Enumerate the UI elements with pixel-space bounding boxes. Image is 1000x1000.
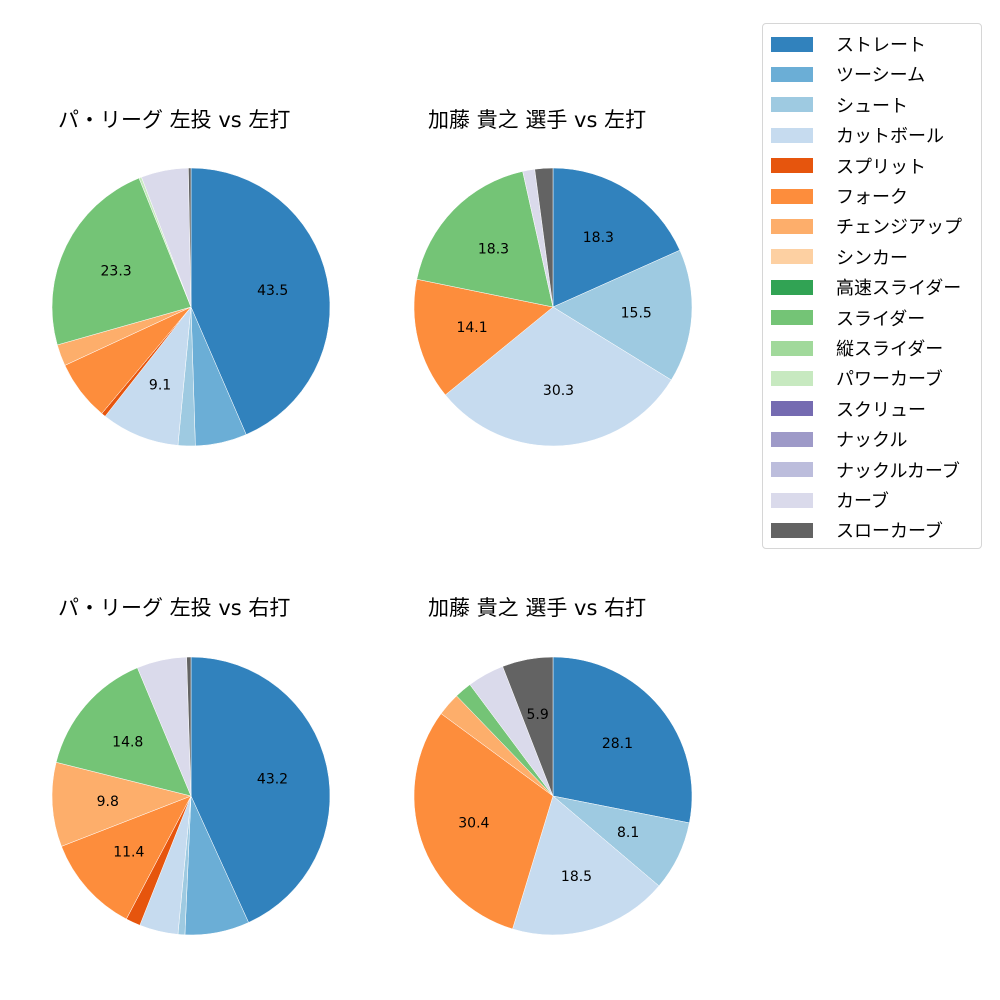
legend-item: カットボール bbox=[771, 124, 944, 148]
pie-slice bbox=[190, 167, 331, 435]
legend-swatch bbox=[771, 431, 813, 447]
legend-swatch bbox=[771, 340, 813, 356]
slice-value-label: 28.1 bbox=[602, 736, 633, 752]
legend-label: カーブ bbox=[836, 491, 889, 512]
pie-slice bbox=[61, 795, 192, 920]
pie-slice bbox=[413, 713, 554, 930]
legend-swatch bbox=[771, 127, 813, 143]
legend-swatch bbox=[771, 158, 813, 174]
legend-swatch bbox=[771, 492, 813, 508]
pie-slice bbox=[51, 761, 192, 847]
legend-label: スローカーブ bbox=[836, 521, 943, 543]
chart-title: パ・リーグ 左投 vs 右打 bbox=[58, 596, 291, 620]
legend-item: ツーシーム bbox=[771, 63, 926, 87]
pie-slice bbox=[552, 656, 693, 824]
legend-label: スクリュー bbox=[836, 399, 926, 421]
legend-swatch bbox=[771, 249, 813, 265]
pie-slice bbox=[444, 306, 672, 447]
legend-label: カットボール bbox=[836, 126, 944, 148]
pie-slice bbox=[104, 306, 192, 446]
legend-swatch bbox=[771, 188, 813, 204]
slice-value-label: 23.3 bbox=[101, 263, 132, 279]
legend-swatch bbox=[771, 36, 813, 52]
pie-slice bbox=[416, 171, 554, 308]
legend-label: チェンジアップ bbox=[836, 217, 962, 239]
slice-value-label: 18.5 bbox=[561, 869, 592, 885]
legend-swatch bbox=[771, 401, 813, 417]
legend-item: フォーク bbox=[771, 185, 908, 208]
legend-label: 高速スライダー bbox=[836, 278, 962, 300]
slice-value-label: 14.1 bbox=[456, 320, 487, 336]
slice-value-label: 30.4 bbox=[458, 815, 489, 831]
legend-swatch bbox=[771, 370, 813, 386]
legend-item: シュート bbox=[771, 94, 908, 117]
pie-slice bbox=[552, 167, 681, 308]
legend-item: 縦スライダー bbox=[771, 337, 944, 360]
legend-swatch bbox=[771, 218, 813, 234]
slice-value-label: 43.5 bbox=[257, 283, 288, 299]
legend-label: ナックル bbox=[836, 430, 908, 452]
chart-title: 加藤 貴之 選手 vs 右打 bbox=[428, 596, 647, 620]
legend-label: シュート bbox=[836, 95, 908, 117]
legend-label: 縦スライダー bbox=[836, 339, 944, 360]
legend-label: フォーク bbox=[836, 187, 908, 208]
legend-item: チェンジアップ bbox=[771, 215, 962, 239]
legend-label: スプリット bbox=[836, 156, 926, 178]
chart-title: パ・リーグ 左投 vs 左打 bbox=[58, 108, 291, 132]
slice-value-label: 8.1 bbox=[617, 825, 639, 841]
legend-swatch bbox=[771, 66, 813, 82]
slice-value-label: 9.8 bbox=[97, 794, 119, 810]
legend-label: ナックルカーブ bbox=[836, 460, 960, 482]
legend-swatch bbox=[771, 310, 813, 326]
slice-value-label: 11.4 bbox=[113, 845, 144, 861]
legend-item: パワーカーブ bbox=[771, 367, 943, 391]
slice-value-label: 18.3 bbox=[478, 242, 509, 258]
slice-value-label: 30.3 bbox=[543, 383, 574, 399]
chart-title: 加藤 貴之 選手 vs 左打 bbox=[428, 108, 647, 132]
legend-label: シンカー bbox=[836, 247, 908, 269]
legend-item: ナックル bbox=[771, 428, 908, 452]
legend-swatch bbox=[771, 462, 813, 478]
slice-value-label: 18.3 bbox=[583, 230, 614, 246]
legend-label: ツーシーム bbox=[836, 65, 926, 87]
legend-swatch bbox=[771, 97, 813, 113]
slice-value-label: 14.8 bbox=[112, 735, 143, 751]
slice-value-label: 9.1 bbox=[149, 377, 171, 393]
legend-label: スライダー bbox=[836, 308, 926, 330]
pie-slice bbox=[51, 177, 192, 346]
legend-item: スライダー bbox=[771, 307, 926, 330]
pie-slice bbox=[512, 795, 660, 936]
slice-value-label: 5.9 bbox=[526, 707, 548, 723]
pie-slice bbox=[552, 249, 693, 381]
legend-label: パワーカーブ bbox=[836, 369, 943, 391]
legend-item: スクリュー bbox=[771, 398, 926, 421]
legend-item: スローカーブ bbox=[771, 519, 943, 543]
pie-slice bbox=[188, 167, 192, 308]
pie-slice bbox=[186, 656, 192, 797]
legend-item: スプリット bbox=[771, 155, 926, 178]
pie-slice bbox=[55, 667, 192, 797]
legend-swatch bbox=[771, 279, 813, 295]
slice-value-label: 43.2 bbox=[257, 771, 288, 787]
pie-slice bbox=[190, 656, 331, 923]
pie-slice bbox=[502, 656, 554, 797]
legend-item: ストレート bbox=[771, 33, 926, 56]
legend-item: シンカー bbox=[771, 246, 908, 269]
legend-item: カーブ bbox=[771, 489, 889, 512]
pie-slice bbox=[534, 167, 554, 308]
legend-item: ナックルカーブ bbox=[771, 459, 960, 482]
legend: ストレートツーシームシュートカットボール スプリットフォークチェンジアップ シンカー… bbox=[762, 23, 982, 549]
pie-slice bbox=[413, 278, 554, 396]
legend-swatch bbox=[771, 522, 813, 538]
legend-label: ストレート bbox=[836, 35, 926, 56]
slice-value-label: 15.5 bbox=[621, 305, 652, 321]
legend-item: 高速スライダー bbox=[771, 276, 962, 300]
